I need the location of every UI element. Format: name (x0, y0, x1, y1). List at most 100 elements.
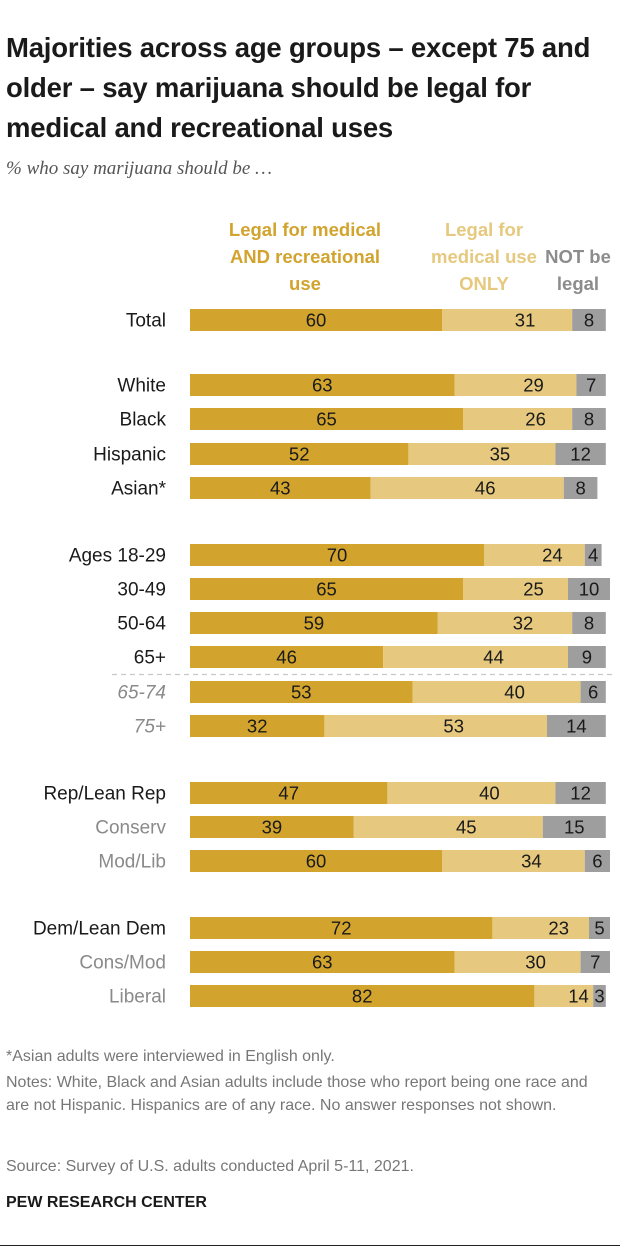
bar-not-legal (584, 544, 602, 566)
value-label-medical-only: 46 (475, 478, 496, 499)
category-label: 50-64 (117, 614, 166, 635)
value-label-medical-only: 35 (490, 444, 511, 465)
value-label-not-legal: 7 (586, 375, 596, 396)
value-label-medical-and-recreational: 63 (312, 375, 333, 396)
bar-medical-only (370, 477, 564, 499)
category-label: Black (120, 410, 167, 431)
bar-medical-only (324, 715, 547, 737)
value-label-medical-and-recreational: 32 (247, 716, 268, 737)
bar-medical-and-recreational (190, 544, 484, 566)
bar-medical-and-recreational (190, 985, 535, 1007)
chart-title: Majorities across age groups – except 75… (6, 32, 591, 143)
value-label-not-legal: 3 (594, 986, 604, 1007)
value-label-medical-only: 44 (483, 647, 504, 668)
brand-logo-text: PEW RESEARCH CENTER (6, 1194, 207, 1211)
bar-medical-and-recreational (190, 715, 325, 737)
bar-not-legal (589, 917, 610, 939)
bar-not-legal (572, 612, 606, 634)
bar-medical-and-recreational (190, 951, 455, 973)
value-label-medical-only: 26 (525, 409, 546, 430)
value-label-medical-only: 34 (521, 851, 542, 872)
value-label-medical-only: 29 (523, 375, 544, 396)
bar-not-legal (568, 578, 610, 600)
value-label-medical-only: 31 (515, 310, 536, 331)
bar-medical-only (412, 681, 581, 703)
bar-medical-and-recreational (190, 309, 442, 331)
bottom-rule (0, 1245, 620, 1246)
methodology-notes: Notes: White, Black and Asian adults inc… (6, 1074, 588, 1114)
bar-medical-only (463, 408, 573, 430)
category-label: 75+ (134, 717, 166, 738)
bar-medical-and-recreational (190, 850, 442, 872)
value-label-not-legal: 8 (584, 613, 594, 634)
category-label: White (117, 376, 166, 397)
bar-medical-and-recreational (190, 374, 455, 396)
value-label-medical-and-recreational: 47 (278, 783, 299, 804)
bar-not-legal (576, 374, 606, 396)
value-label-medical-only: 24 (542, 545, 563, 566)
bar-medical-only (442, 309, 573, 331)
bar-not-legal (593, 985, 606, 1007)
value-label-medical-and-recreational: 65 (316, 409, 337, 430)
bar-not-legal (555, 782, 606, 804)
value-label-medical-and-recreational: 60 (306, 310, 327, 331)
legend-medical-only: Legal for medical use ONLY (431, 219, 537, 294)
value-label-medical-and-recreational: 39 (262, 817, 283, 838)
value-label-medical-only: 40 (504, 682, 525, 703)
value-label-not-legal: 12 (570, 783, 591, 804)
bar-not-legal (584, 850, 610, 872)
legend-not-legal: NOT be legal (545, 246, 611, 294)
value-label-medical-and-recreational: 53 (291, 682, 312, 703)
bar-medical-and-recreational (190, 646, 384, 668)
category-label: Conserv (95, 818, 166, 839)
chart-subtitle: % who say marijuana should be … (6, 158, 272, 179)
source-note: Source: Survey of U.S. adults conducted … (6, 1158, 414, 1175)
bar-medical-and-recreational (190, 612, 438, 634)
bar-medical-only (454, 951, 581, 973)
value-label-medical-only: 32 (513, 613, 534, 634)
category-label: Liberal (109, 987, 166, 1008)
bar-not-legal (542, 816, 606, 838)
bar-not-legal (568, 646, 606, 668)
value-label-not-legal: 6 (592, 851, 602, 872)
bar-not-legal (563, 477, 598, 499)
asterisk-note: *Asian adults were interviewed in Englis… (6, 1048, 335, 1065)
category-label: Hispanic (93, 445, 166, 466)
bar-medical-and-recreational (190, 408, 463, 430)
value-label-medical-only: 53 (443, 716, 464, 737)
bar-medical-only (463, 578, 568, 600)
bar-medical-only (408, 443, 556, 465)
value-label-not-legal: 6 (588, 682, 598, 703)
value-label-medical-and-recreational: 43 (270, 478, 291, 499)
bar-medical-only (353, 816, 543, 838)
bar-medical-only (454, 374, 577, 396)
legend-medical-and-recreational: Legal for medical AND recreational use (228, 219, 382, 294)
value-label-medical-and-recreational: 70 (327, 545, 348, 566)
category-label: Total (126, 311, 166, 332)
bar-medical-only (484, 544, 585, 566)
bar-medical-and-recreational (190, 578, 463, 600)
value-label-not-legal: 5 (594, 918, 604, 939)
bar-medical-only (437, 612, 573, 634)
category-label: Cons/Mod (79, 953, 166, 974)
value-label-medical-and-recreational: 82 (352, 986, 373, 1007)
bar-medical-only (442, 850, 585, 872)
value-label-not-legal: 8 (584, 310, 594, 331)
category-label: 65-74 (117, 683, 166, 704)
bar-medical-and-recreational (190, 443, 409, 465)
bar-not-legal (547, 715, 606, 737)
value-label-not-legal: 8 (575, 478, 585, 499)
bar-medical-only (383, 646, 568, 668)
category-label: 65+ (134, 648, 166, 669)
category-label: Mod/Lib (98, 852, 166, 873)
bar-medical-and-recreational (190, 816, 354, 838)
bar-not-legal (572, 408, 606, 430)
bar-not-legal (580, 681, 606, 703)
value-label-medical-and-recreational: 59 (304, 613, 325, 634)
value-label-not-legal: 15 (564, 817, 585, 838)
value-label-medical-and-recreational: 60 (306, 851, 327, 872)
value-label-medical-only: 23 (548, 918, 569, 939)
bar-medical-only (387, 782, 556, 804)
value-label-medical-only: 14 (568, 986, 589, 1007)
